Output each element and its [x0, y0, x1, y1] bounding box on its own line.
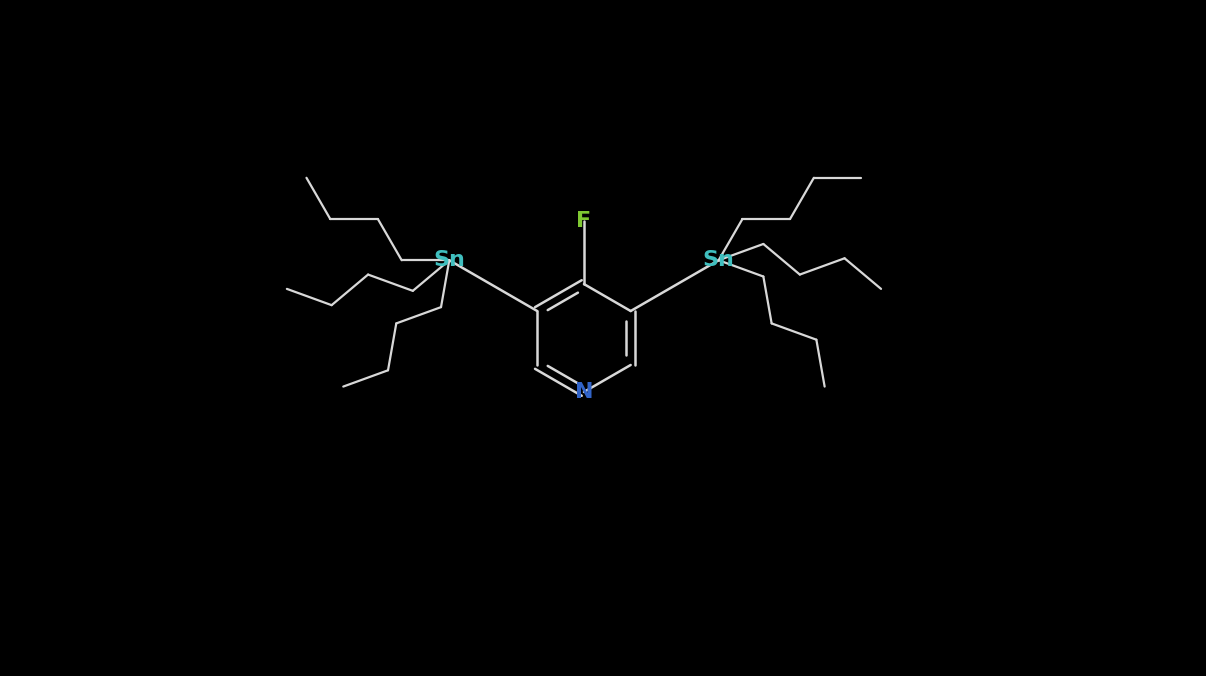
Text: N: N [575, 382, 593, 402]
Text: Sn: Sn [703, 250, 734, 270]
Text: F: F [576, 210, 591, 231]
Text: Sn: Sn [433, 250, 466, 270]
